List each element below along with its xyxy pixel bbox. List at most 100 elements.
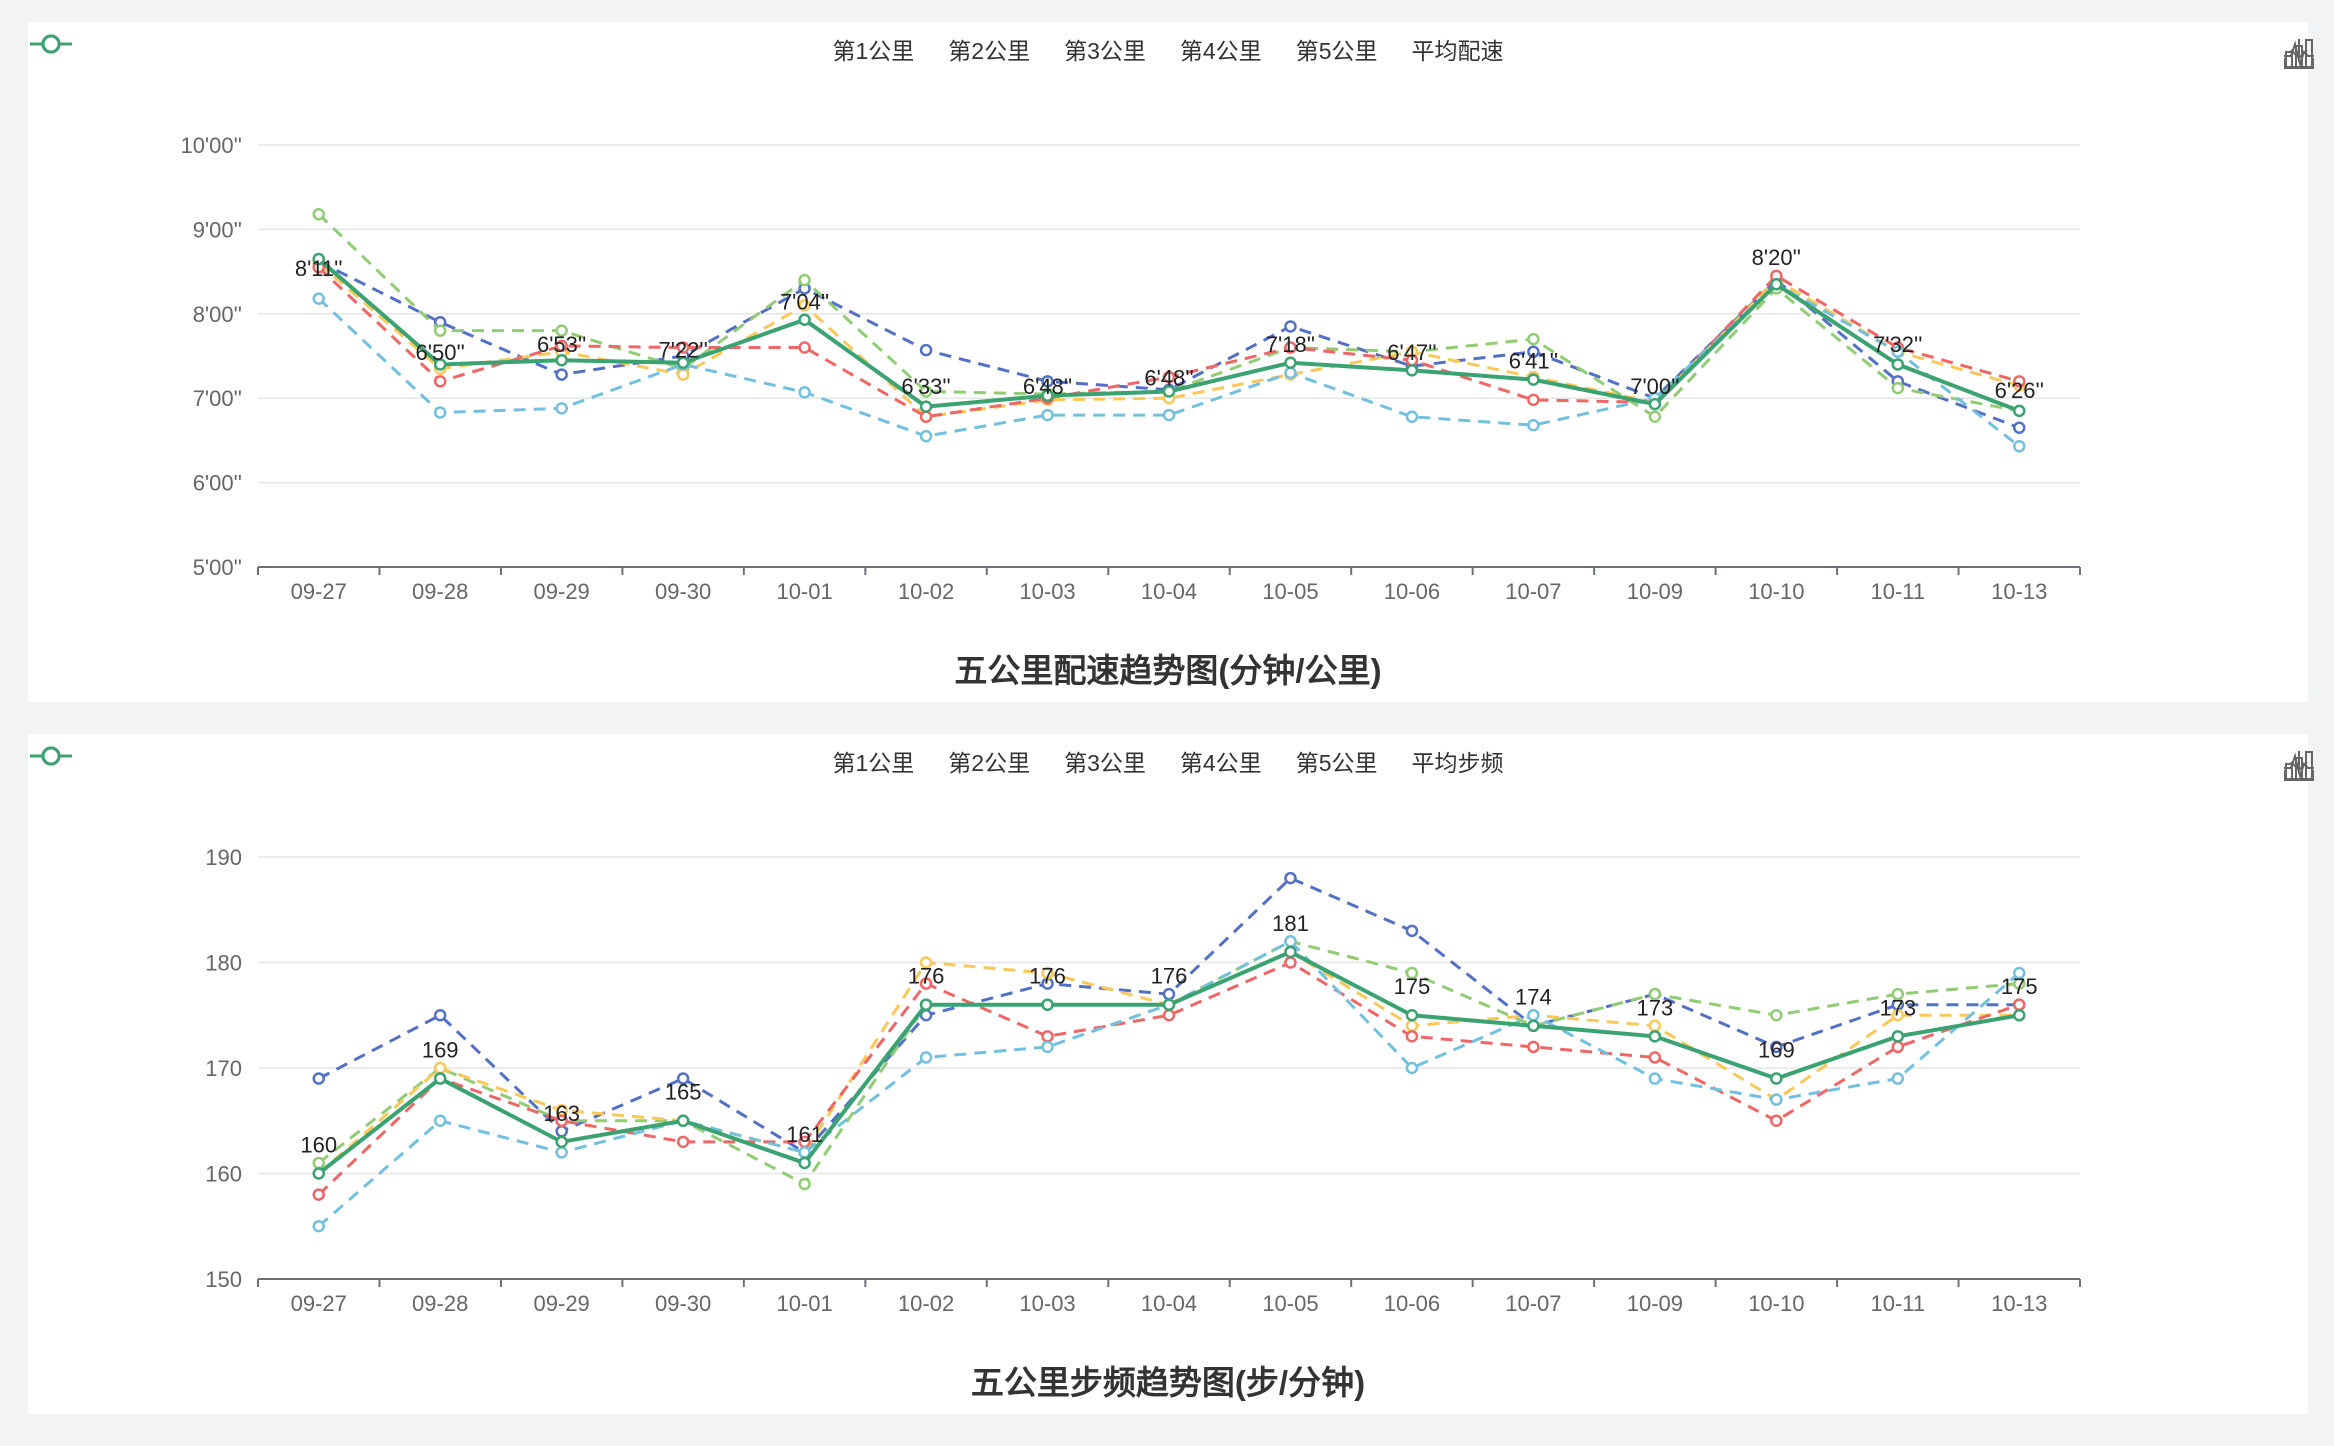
data-point[interactable]	[919, 429, 933, 443]
data-point[interactable]	[798, 273, 811, 287]
data-point[interactable]	[312, 252, 325, 266]
data-point[interactable]	[1770, 1093, 1783, 1106]
series-line[interactable]	[317, 213, 2020, 419]
data-point[interactable]	[1162, 998, 1176, 1011]
data-point[interactable]	[312, 1167, 325, 1180]
data-point[interactable]	[1648, 1051, 1662, 1064]
data-point[interactable]	[1284, 945, 1297, 959]
data-point[interactable]	[1041, 966, 1054, 980]
download-icon[interactable]	[2282, 748, 2316, 782]
data-point[interactable]	[1284, 320, 1297, 333]
data-point[interactable]	[1527, 1009, 1540, 1022]
data-point[interactable]	[1770, 1009, 1783, 1022]
data-point[interactable]	[919, 977, 933, 990]
data-point[interactable]	[1041, 408, 1054, 422]
data-point[interactable]	[1405, 1009, 1419, 1022]
data-point[interactable]	[1405, 924, 1419, 938]
data-point[interactable]	[1405, 1030, 1419, 1043]
data-point[interactable]	[798, 299, 811, 312]
data-point[interactable]	[919, 998, 933, 1011]
data-point[interactable]	[1405, 966, 1419, 980]
data-point[interactable]	[312, 1188, 325, 1201]
data-point[interactable]	[433, 1061, 447, 1075]
legend-item[interactable]: 第5公里	[30, 744, 1377, 778]
data-point[interactable]	[676, 368, 690, 381]
data-point[interactable]	[2013, 440, 2026, 453]
data-point[interactable]	[798, 313, 811, 326]
legend-item[interactable]: 第5公里	[30, 32, 1377, 66]
data-point[interactable]	[1162, 385, 1176, 398]
data-point[interactable]	[1405, 364, 1419, 377]
series-line[interactable]	[317, 960, 2020, 1196]
legend-item[interactable]: 第3公里	[30, 744, 1146, 778]
data-point[interactable]	[1405, 1019, 1419, 1033]
data-point[interactable]	[433, 358, 447, 371]
data-point[interactable]	[1891, 1072, 1905, 1085]
data-point[interactable]	[1527, 1040, 1540, 1054]
data-point[interactable]	[1162, 1009, 1176, 1022]
data-point[interactable]	[798, 1156, 811, 1170]
data-point[interactable]	[2013, 1009, 2026, 1022]
data-point[interactable]	[555, 339, 568, 353]
legend-item[interactable]: 平均配速	[30, 32, 1503, 66]
data-point[interactable]	[1891, 987, 1905, 1001]
data-point[interactable]	[433, 406, 447, 419]
data-point[interactable]	[1527, 393, 1540, 407]
data-point[interactable]	[1284, 935, 1297, 948]
data-point[interactable]	[798, 1177, 811, 1191]
data-point[interactable]	[433, 375, 447, 388]
data-point[interactable]	[1648, 1019, 1662, 1033]
data-point[interactable]	[555, 1135, 568, 1149]
data-point[interactable]	[555, 1114, 568, 1127]
data-point[interactable]	[1527, 332, 1540, 346]
legend-item[interactable]: 第2公里	[30, 32, 1030, 66]
data-point[interactable]	[312, 292, 325, 305]
data-point[interactable]	[1527, 373, 1540, 386]
data-point[interactable]	[312, 1156, 325, 1170]
legend-item[interactable]: 第4公里	[30, 744, 1262, 778]
download-icon[interactable]	[2282, 36, 2316, 70]
data-point[interactable]	[676, 341, 690, 354]
data-point[interactable]	[919, 385, 933, 398]
data-point[interactable]	[798, 341, 811, 354]
data-point[interactable]	[1770, 1040, 1783, 1054]
data-point[interactable]	[1891, 1009, 1905, 1022]
data-point[interactable]	[1648, 397, 1662, 411]
data-point[interactable]	[919, 1051, 933, 1064]
data-point[interactable]	[1041, 375, 1054, 388]
data-point[interactable]	[433, 1114, 447, 1127]
data-point[interactable]	[1527, 345, 1540, 359]
data-point[interactable]	[676, 1072, 690, 1085]
data-point[interactable]	[1770, 278, 1783, 291]
data-point[interactable]	[676, 356, 690, 370]
data-point[interactable]	[919, 956, 933, 969]
legend-item[interactable]: 第1公里	[30, 744, 914, 778]
data-point[interactable]	[555, 1125, 568, 1138]
data-point[interactable]	[1527, 418, 1540, 432]
data-point[interactable]	[555, 402, 568, 415]
data-point[interactable]	[312, 1072, 325, 1085]
data-point[interactable]	[919, 343, 933, 357]
data-point[interactable]	[1405, 410, 1419, 424]
data-point[interactable]	[555, 324, 568, 337]
data-point[interactable]	[676, 1114, 690, 1127]
data-point[interactable]	[1041, 389, 1054, 402]
data-point[interactable]	[1891, 345, 1905, 359]
data-point[interactable]	[919, 400, 933, 413]
data-point[interactable]	[1041, 1040, 1054, 1054]
data-point[interactable]	[312, 1220, 325, 1233]
data-point[interactable]	[1162, 370, 1176, 384]
legend-item[interactable]: 第1公里	[30, 32, 914, 66]
data-point[interactable]	[2013, 404, 2026, 418]
data-point[interactable]	[1891, 358, 1905, 371]
data-point[interactable]	[312, 207, 325, 221]
legend-item[interactable]: 平均步频	[30, 744, 1503, 778]
data-point[interactable]	[1041, 1030, 1054, 1043]
legend-item[interactable]: 第4公里	[30, 32, 1262, 66]
data-point[interactable]	[555, 1146, 568, 1159]
legend-item[interactable]: 第2公里	[30, 744, 1030, 778]
data-point[interactable]	[1162, 987, 1176, 1001]
data-point[interactable]	[555, 353, 568, 367]
data-point[interactable]	[2013, 966, 2026, 980]
data-point[interactable]	[1284, 356, 1297, 370]
